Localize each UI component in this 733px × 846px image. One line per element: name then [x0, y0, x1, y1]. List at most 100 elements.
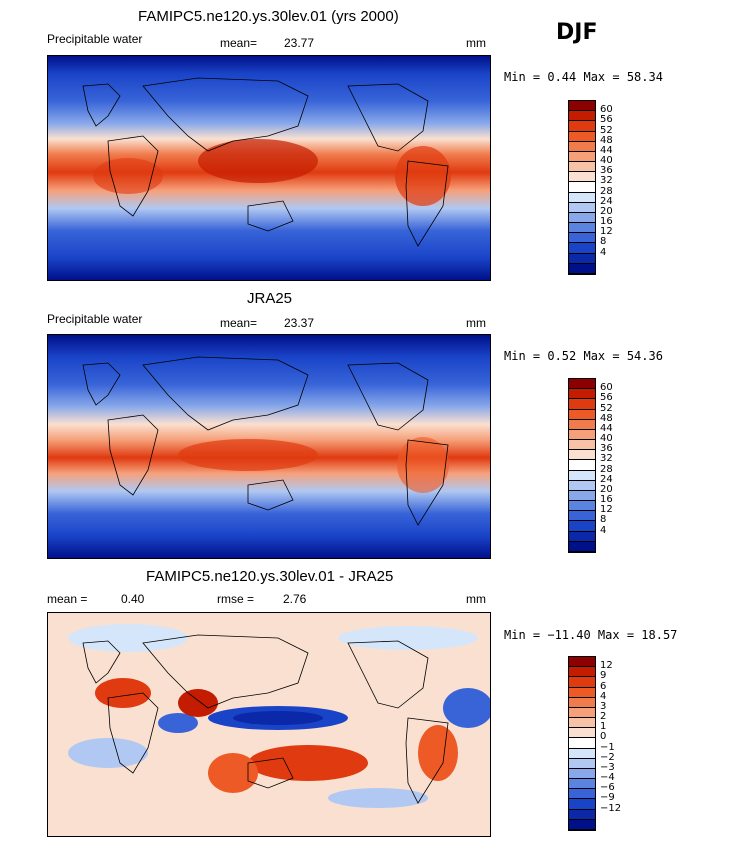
panel2-colorbar-swatch [569, 511, 595, 522]
panel2-units: mm [466, 316, 486, 330]
panel3-colorbar-swatch [569, 707, 595, 719]
panel3-mean-label: mean = [47, 592, 88, 606]
panel1-units: mm [466, 36, 486, 50]
panel2-colorbar-tick-label: 28 [600, 463, 613, 475]
panel3-colorbar-swatch [569, 738, 595, 749]
panel1-colorbar-tick-label: 52 [600, 124, 613, 136]
panel3-colorbar-swatch [569, 718, 595, 729]
panel3-minmax: Min = −11.40 Max = 18.57 [504, 628, 678, 642]
panel1-colorbar-tick-label: 16 [600, 216, 613, 228]
panel3-units: mm [466, 592, 486, 606]
panel3-colorbar-tick-label: −2 [600, 751, 615, 763]
panel1-variable-label: Precipitable water [47, 32, 143, 46]
panel3-colorbar-tick-label: 1 [600, 721, 607, 733]
panel3-colorbar-swatch [569, 779, 595, 790]
panel1-colorbar-swatch [569, 131, 595, 142]
panel1-colorbar-tick-label: 36 [600, 165, 613, 177]
panel2-mean-value: 23.37 [284, 316, 315, 330]
panel2-colorbar-swatch [569, 470, 595, 481]
panel3-colorbar-tick-label: 2 [600, 711, 607, 723]
panel2-colorbar-swatch [569, 409, 595, 420]
panel1-colorbar-swatch [569, 223, 595, 234]
panel1-colorbar-swatch [569, 192, 595, 203]
panel1-colorbar-swatch [569, 182, 595, 193]
panel1-colorbar-swatch [569, 172, 595, 183]
panel1-colorbar-tick-label: 12 [600, 226, 613, 238]
panel1-colorbar-tick-label: 40 [600, 155, 613, 167]
panel3-colorbar-tick-label: 4 [600, 690, 607, 702]
panel3-colorbar-swatch [569, 809, 595, 820]
panel3-colorbar-swatch [569, 687, 595, 698]
panel1-mean-label: mean= [220, 36, 258, 50]
panel3-colorbar-tick-label: 6 [600, 680, 607, 692]
panel3-title: FAMIPC5.ne120.ys.30lev.01 - JRA25 [146, 568, 394, 585]
panel3-rmse-label: rmse = [217, 592, 255, 606]
panel2-colorbar-swatch [569, 429, 595, 441]
panel2-title: JRA25 [247, 290, 293, 307]
panel1-colorbar-tick-label: 4 [600, 246, 607, 258]
panel2-colorbar-tick-label: 44 [600, 422, 613, 434]
panel1-colorbar-tick-label: 44 [600, 144, 613, 156]
panel2-mean-label: mean= [220, 316, 258, 330]
panel2-colorbar-swatch [569, 399, 595, 410]
panel3-colorbar-tick-label: 9 [600, 670, 607, 682]
panel2-colorbar [568, 378, 596, 553]
panel1-colorbar-tick-label: 8 [600, 236, 607, 248]
panel2-colorbar-swatch [569, 379, 595, 390]
panel2-variable-label: Precipitable water [47, 312, 143, 326]
panel3-colorbar-tick-label: −3 [600, 761, 615, 773]
panel3-colorbar-tick-label: 12 [600, 660, 613, 672]
panel3-colorbar-tick-label: −1 [600, 741, 615, 753]
panel3-colorbar-swatch [569, 748, 595, 759]
panel3-colorbar-swatch [569, 728, 595, 739]
panel2-colorbar-swatch [569, 531, 595, 542]
panel1-colorbar-tick-label: 32 [600, 175, 613, 187]
panel1-minmax: Min = 0.44 Max = 58.34 [504, 70, 663, 84]
panel2-colorbar-tick-label: 52 [600, 402, 613, 414]
panel2-colorbar-tick-label: 24 [600, 473, 613, 485]
panel2-colorbar-swatch [569, 541, 595, 552]
panel3-colorbar-tick-label: 3 [600, 700, 607, 712]
panel3-colorbar-swatch [569, 677, 595, 688]
panel3-colorbar-swatch [569, 657, 595, 668]
panel1-colorbar-swatch [569, 243, 595, 254]
panel3-colorbar-tick-label: −6 [600, 782, 615, 794]
panel1-colorbar-swatch [569, 212, 595, 224]
panel1-colorbar-swatch [569, 151, 595, 163]
panel1-colorbar-tick-label: 28 [600, 185, 613, 197]
panel3-colorbar-swatch [569, 667, 595, 678]
panel1-colorbar-swatch [569, 202, 595, 213]
panel3-colorbar-tick-label: −12 [600, 802, 622, 814]
panel2-colorbar-tick-label: 20 [600, 483, 613, 495]
panel3-colorbar-swatch [569, 768, 595, 780]
panel2-colorbar-swatch [569, 460, 595, 471]
panel1-colorbar-swatch [569, 101, 595, 112]
panel2-minmax: Min = 0.52 Max = 54.36 [504, 349, 663, 363]
panel2-map-field [48, 335, 490, 558]
panel3-colorbar-swatch [569, 758, 595, 769]
panel1-colorbar-swatch [569, 121, 595, 132]
panel2-colorbar-swatch [569, 389, 595, 400]
panel2-colorbar-swatch [569, 521, 595, 532]
panel1-colorbar-swatch [569, 233, 595, 244]
panel1-colorbar-tick-label: 24 [600, 195, 613, 207]
panel1-mean-value: 23.77 [284, 36, 315, 50]
panel1-title: FAMIPC5.ne120.ys.30lev.01 (yrs 2000) [138, 8, 399, 25]
panel2-colorbar-swatch [569, 440, 595, 451]
panel3-map-field [48, 613, 490, 836]
panel2-colorbar-tick-label: 4 [600, 524, 607, 536]
panel2-colorbar-swatch [569, 419, 595, 430]
panel3-colorbar-tick-label: 0 [600, 731, 607, 743]
panel1-colorbar-swatch [569, 162, 595, 173]
panel2-colorbar-ticks: 60 56 52 48 44 40 36 32 28 24 20 16 12 8 4 [600, 378, 640, 553]
panel2-colorbar-tick-label: 36 [600, 443, 613, 455]
panel2-colorbar-tick-label: 48 [600, 412, 613, 424]
panel1-colorbar-tick-label: 48 [600, 134, 613, 146]
panel1-colorbar-tick-label: 20 [600, 205, 613, 217]
panel1-colorbar-tick-label: 56 [600, 114, 613, 126]
panel2-colorbar-tick-label: 60 [600, 382, 613, 394]
panel3-colorbar-tick-label: −4 [600, 772, 615, 784]
panel2-colorbar-tick-label: 16 [600, 494, 613, 506]
panel1-colorbar-swatch [569, 263, 595, 274]
panel3-colorbar-ticks: 12 9 6 4 3 2 1 0 −1 −2 −3 −4 −6 −9 −12 [600, 656, 640, 831]
